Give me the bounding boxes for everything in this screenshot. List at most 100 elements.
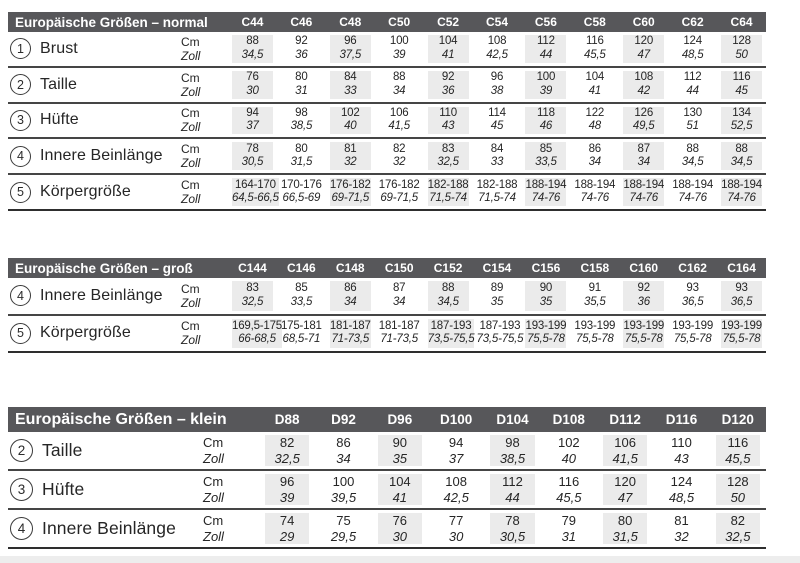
zoll-value: 39	[539, 84, 553, 97]
cm-value: 122	[585, 106, 605, 119]
zoll-value: 44	[686, 84, 699, 97]
data-cell-c50: 82 32	[375, 139, 424, 173]
cm-value: 88	[246, 35, 259, 48]
cm-value: 124	[683, 35, 702, 48]
cm-value: 76	[246, 71, 259, 84]
zoll-value: 41	[588, 84, 602, 97]
cm-value: 93	[735, 282, 748, 295]
data-cell-d104: 98 38,5	[484, 432, 540, 469]
cell-values: 170-176 66,5-69	[281, 178, 322, 206]
zoll-value: 43	[441, 120, 455, 133]
cm-value: 98	[505, 435, 520, 450]
cell-values: 87 34	[623, 142, 665, 171]
unit-zoll-label: Zoll	[203, 489, 224, 505]
zoll-value: 34,5	[241, 48, 264, 61]
cm-value: 120	[634, 35, 654, 48]
cell-values: 100 39	[525, 70, 567, 99]
cell-values: 116 45,5	[574, 35, 615, 63]
zoll-value: 45,5	[556, 489, 582, 505]
data-cell-d100: 94 37	[428, 432, 484, 469]
unit-cm-label: Cm	[181, 70, 200, 85]
zoll-value: 35,5	[584, 295, 606, 308]
data-cell-c44: 78 30,5	[228, 139, 277, 173]
row-label: Hüfte	[42, 479, 85, 499]
data-cell-c52: 182-188 71,5-74	[424, 175, 473, 209]
zoll-value: 31	[295, 84, 308, 97]
cell-values: 94 37	[232, 106, 273, 135]
data-cell-c148: 181-187 71-73,5	[326, 316, 375, 352]
unit-labels-cell: Cm Zoll	[181, 68, 228, 102]
cm-value: 86	[588, 142, 602, 155]
column-header-c152: C152	[433, 261, 463, 275]
data-cell-d100: 77 30	[428, 510, 484, 547]
cm-value: 170-176	[280, 178, 322, 191]
zoll-value: 75,5-78	[722, 333, 761, 346]
data-cell-c48: 96 37,5	[326, 32, 375, 66]
unit-zoll-label: Zoll	[181, 156, 201, 171]
cell-values: 76 30	[232, 70, 273, 99]
cm-value: 128	[732, 35, 751, 48]
cell-values: 90 35	[377, 435, 422, 466]
data-cell-d96: 90 35	[372, 432, 428, 469]
cm-value: 106	[614, 435, 636, 450]
data-cell-d92: 86 34	[315, 432, 371, 469]
zoll-value: 32	[344, 156, 357, 169]
column-header-c158: C158	[580, 261, 610, 275]
cm-value: 79	[561, 513, 577, 528]
data-cell-d112: 120 47	[597, 471, 653, 508]
zoll-value: 30	[448, 528, 464, 544]
cell-values: 108 42	[623, 70, 665, 99]
cm-value: 74	[279, 513, 295, 528]
cell-values: 102 40	[547, 435, 591, 466]
row-label: Brust	[40, 39, 78, 57]
zoll-value: 32,5	[725, 528, 751, 544]
cell-values: 128 50	[715, 474, 760, 505]
data-cell-c44: 164-170 64,5-66,5	[228, 175, 279, 209]
data-cell-c160: 92 36	[619, 278, 668, 314]
column-header-d116: D116	[665, 412, 698, 427]
data-cell-c158: 193-199 75,5-78	[570, 316, 619, 352]
zoll-value: 37,5	[339, 48, 362, 61]
data-cell-c54: 84 33	[473, 139, 522, 173]
cm-value: 112	[502, 474, 523, 489]
data-cell-d116: 124 48,5	[653, 471, 709, 508]
zoll-value: 40	[344, 120, 357, 133]
zoll-value: 39	[279, 489, 295, 505]
row-label-cell: 5 Körpergröße	[8, 316, 181, 352]
zoll-value: 48,5	[681, 48, 704, 61]
cell-values: 86 34	[321, 435, 365, 466]
cm-value: 193-199	[623, 319, 665, 332]
zoll-value: 36,5	[730, 295, 753, 308]
unit-zoll-label: Zoll	[181, 192, 201, 207]
data-cell-c148: 86 34	[326, 278, 375, 314]
cm-value: 80	[617, 513, 633, 528]
cell-values: 82 32,5	[265, 435, 310, 466]
row-number-badge: 5	[10, 322, 31, 344]
zoll-value: 69-71,5	[380, 192, 418, 205]
cm-value: 82	[392, 142, 406, 155]
zoll-value: 34	[336, 450, 351, 466]
table-row-innere-beinlänge: 4 Innere Beinlänge Cm Zoll 83 32,5 85 33,5 86 34 8…	[8, 278, 766, 316]
unit-zoll-label: Zoll	[181, 295, 201, 310]
cm-value: 78	[505, 513, 520, 528]
cm-value: 118	[537, 106, 555, 119]
cell-values: 112 44	[525, 35, 567, 63]
data-cell-c56: 188-194 74-76	[521, 175, 570, 209]
cm-value: 98	[295, 106, 308, 119]
zoll-value: 73,5-75,5	[427, 333, 475, 346]
zoll-value: 32	[674, 528, 689, 544]
cm-value: 116	[585, 35, 604, 48]
column-header-c160: C160	[629, 261, 659, 275]
cell-values: 124 48,5	[672, 35, 713, 63]
cm-value: 86	[344, 282, 357, 295]
cell-values: 98 38,5	[281, 107, 322, 135]
column-header-d88: D88	[274, 412, 300, 427]
zoll-value: 33	[490, 156, 504, 169]
unit-zoll-label: Zoll	[181, 333, 201, 348]
zoll-value: 75,5-78	[673, 333, 712, 346]
cell-values: 188-194 74-76	[672, 178, 713, 206]
row-label: Körpergröße	[40, 324, 131, 342]
zoll-value: 35	[392, 450, 408, 466]
cm-value: 100	[536, 71, 556, 84]
cm-value: 126	[634, 106, 654, 119]
